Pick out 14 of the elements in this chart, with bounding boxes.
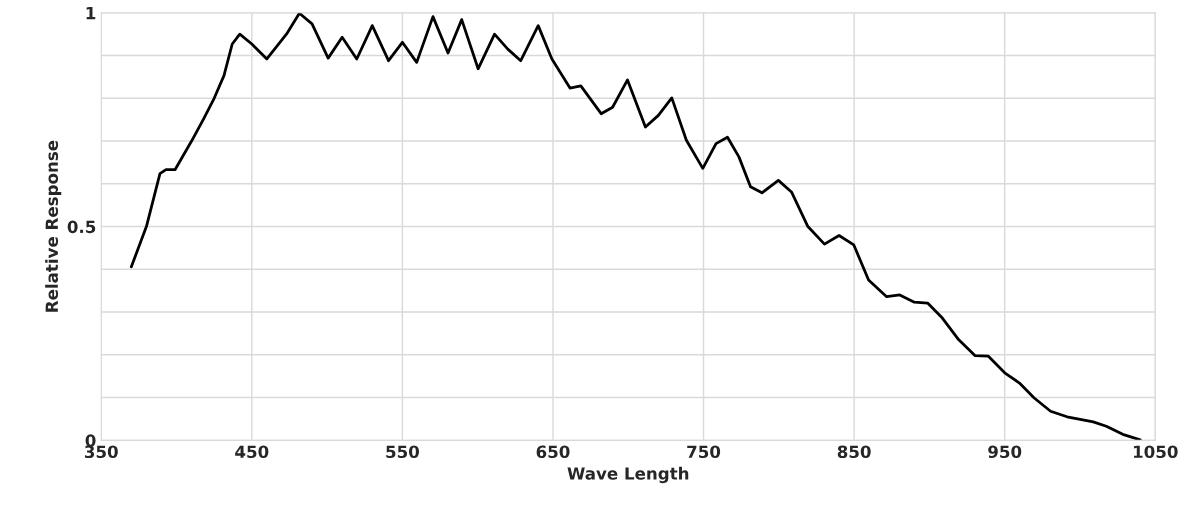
y-tick-label: 0.5 (67, 220, 96, 234)
x-tick-label: 550 (386, 445, 419, 459)
y-tick-label: 0 (85, 434, 96, 447)
x-tick-label: 1050 (1133, 445, 1178, 459)
x-tick-label: 950 (988, 445, 1022, 459)
x-tick-label: 850 (837, 445, 871, 459)
x-tick-label: 450 (235, 445, 269, 459)
y-axis-title: Relative Response (45, 140, 62, 312)
x-tick-label: 750 (687, 445, 721, 459)
x-tick-label: 650 (536, 445, 570, 459)
x-axis-title: Wave Length (567, 466, 689, 484)
x-tick-label: 350 (84, 445, 118, 459)
y-tick-label: 1 (86, 6, 96, 20)
line-series (129, 12, 1142, 441)
